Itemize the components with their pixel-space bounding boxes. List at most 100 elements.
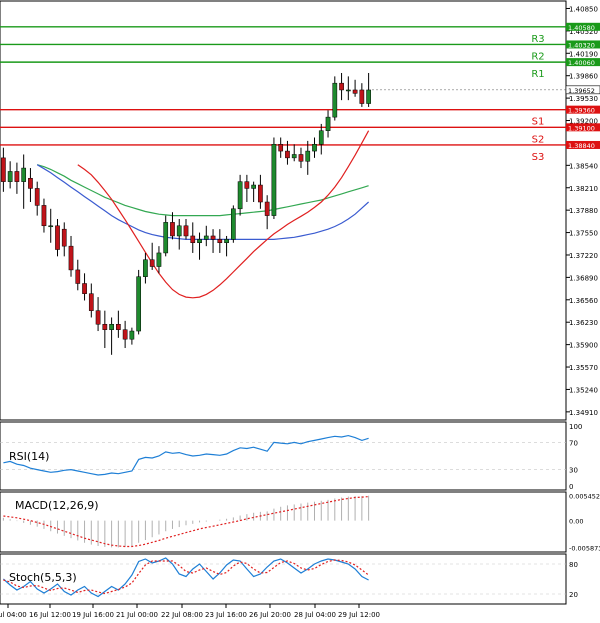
level-value: 1.40060 <box>568 59 595 67</box>
candle-body <box>14 171 20 182</box>
level-name: S1 <box>532 117 545 128</box>
level-name: S2 <box>532 134 545 145</box>
rsi-line <box>3 434 369 476</box>
moving-average-line <box>37 164 369 217</box>
price-tick-label: 1.35900 <box>569 342 598 350</box>
candle-body <box>183 225 189 237</box>
macd-label: MACD(12,26,9) <box>15 499 99 512</box>
price-tick-label: 1.37880 <box>569 207 598 215</box>
candle-body <box>82 283 87 294</box>
candle-body <box>359 89 365 104</box>
candle-body <box>75 269 81 284</box>
price-tick-label: 1.39530 <box>569 95 598 103</box>
candle-body <box>149 259 155 267</box>
candle-body <box>68 245 74 271</box>
candle-body <box>339 82 344 91</box>
candle-body <box>156 252 162 267</box>
macd-panel: 0.005452 0.00 -0.005873 MACD(12,26,9) <box>0 491 600 553</box>
moving-average-line <box>77 130 370 299</box>
candle-body <box>61 228 67 247</box>
macd-tick-label: 0.005452 <box>569 492 600 500</box>
candle-body <box>34 188 40 206</box>
candle-body <box>129 330 135 340</box>
candle-body <box>332 82 338 118</box>
level-tag <box>566 40 600 49</box>
level-value: 1.39360 <box>568 107 595 115</box>
current-price-value: 1.39652 <box>568 87 595 95</box>
candle-body <box>197 239 202 244</box>
time-tick-label: 22 Jul 08:00 <box>161 611 203 619</box>
time-tick-label: 4 Jul 04:00 <box>0 611 27 619</box>
candle-body <box>170 222 175 237</box>
price-tick-label: 1.40520 <box>569 28 598 36</box>
macd-frame <box>0 491 567 553</box>
candle-body <box>203 235 209 240</box>
candle-body <box>176 225 182 237</box>
candle-body <box>230 208 236 240</box>
candle-body <box>352 89 358 94</box>
stoch-k-line <box>2 557 369 598</box>
candle-body <box>210 235 216 240</box>
macd-tick-label: 0.00 <box>569 518 583 526</box>
price-tick-label: 1.36890 <box>569 274 598 282</box>
price-tick-label: 1.35240 <box>569 386 598 394</box>
moving-average-line <box>36 164 370 240</box>
candle-body <box>271 144 277 216</box>
level-tag <box>566 105 600 114</box>
candle-body <box>244 181 250 189</box>
rsi-tick-label: 100 <box>569 423 582 431</box>
level-name: S3 <box>532 152 545 163</box>
level-tag <box>566 22 600 31</box>
stoch-tick-label: 20 <box>569 591 578 599</box>
candle-body <box>291 154 297 159</box>
candle-body <box>122 329 128 340</box>
candle-body <box>48 225 54 228</box>
candle-body <box>116 323 121 330</box>
candle-body <box>41 205 47 227</box>
candle-body <box>1 157 6 182</box>
time-tick-label: 19 Jul 16:00 <box>72 611 114 619</box>
candle-body <box>312 144 317 152</box>
macd-tick-label: -0.005873 <box>569 545 600 553</box>
candle-body <box>366 89 371 104</box>
price-tick-label: 1.35570 <box>569 364 598 372</box>
level-value: 1.39100 <box>568 124 595 132</box>
candle-body <box>88 293 94 311</box>
time-tick-label: 28 Jul 04:00 <box>294 611 336 619</box>
candle-body <box>345 89 351 92</box>
price-tick-label: 1.34910 <box>569 409 598 417</box>
candle-body <box>251 184 256 189</box>
macd-signal-line <box>3 496 369 548</box>
stoch-tick-label: 80 <box>569 561 578 569</box>
candle-body <box>28 177 33 189</box>
stoch-panel: 80 20 Stoch(5,5,3) <box>0 553 578 605</box>
stoch-label: Stoch(5,5,3) <box>9 571 77 584</box>
rsi-tick-label: 0 <box>569 483 573 491</box>
price-panel: 1.40850 1.40520 1.40190 1.39860 1.39530 1.392… <box>0 0 600 421</box>
candle-body <box>95 310 101 325</box>
current-price-tag <box>565 85 600 95</box>
candle-body <box>102 323 108 330</box>
candle-body <box>305 150 311 162</box>
price-tick-label: 1.36230 <box>569 319 598 327</box>
candle-body <box>224 239 229 244</box>
time-tick-label: 21 Jul 00:00 <box>116 611 158 619</box>
rsi-panel: 100 70 30 0 RSI(14) <box>0 421 582 491</box>
level-tag <box>566 140 600 149</box>
level-value: 1.40580 <box>568 24 595 32</box>
rsi-tick-label: 70 <box>569 439 578 447</box>
price-tick-label: 1.40190 <box>569 50 598 58</box>
stoch-frame <box>0 553 567 605</box>
level-name: R2 <box>531 51 544 62</box>
rsi-frame <box>0 421 567 491</box>
time-tick-label: 29 Jul 12:00 <box>338 611 380 619</box>
level-name: R1 <box>531 69 544 80</box>
time-tick-label: 23 Jul 16:00 <box>205 611 247 619</box>
candle-body <box>264 201 270 216</box>
level-name: R3 <box>531 34 544 45</box>
candle-body <box>7 171 13 182</box>
rsi-tick-label: 30 <box>569 467 578 475</box>
candle-body <box>285 150 290 159</box>
candle-body <box>21 167 27 182</box>
